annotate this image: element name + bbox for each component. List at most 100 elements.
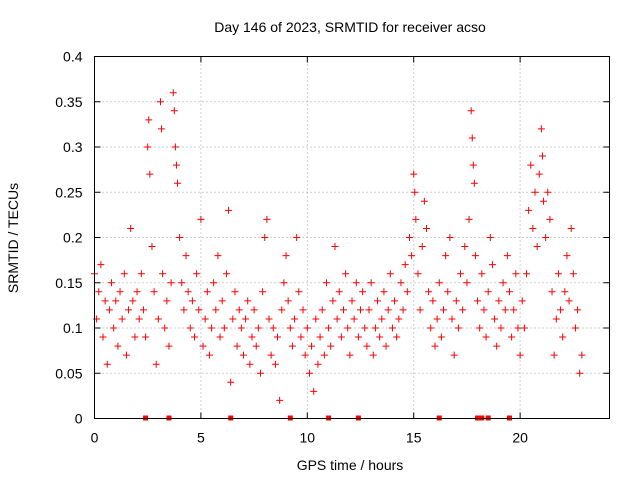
y-tick-label: 0.4 — [63, 49, 83, 65]
data-point — [376, 333, 384, 341]
data-point — [544, 188, 552, 196]
data-point — [108, 279, 116, 287]
data-point — [354, 333, 362, 341]
data-point — [333, 315, 341, 323]
data-point — [463, 279, 471, 287]
data-point — [337, 333, 345, 341]
data-point — [352, 279, 360, 287]
data-point — [145, 116, 153, 124]
data-point — [452, 297, 460, 305]
data-marks — [91, 89, 586, 421]
data-point — [486, 234, 494, 241]
data-point — [118, 315, 126, 323]
data-point — [454, 324, 462, 332]
data-point — [180, 306, 188, 314]
data-point — [318, 306, 326, 314]
data-point — [139, 306, 147, 314]
data-point — [297, 333, 305, 341]
data-point — [222, 270, 230, 278]
data-point — [269, 324, 277, 332]
data-point — [254, 324, 262, 332]
data-point — [112, 297, 120, 305]
data-point — [499, 279, 507, 287]
data-point — [554, 270, 562, 278]
data-point — [378, 315, 386, 323]
grid-lines — [94, 56, 610, 419]
data-point — [433, 315, 441, 323]
data-point — [469, 161, 477, 169]
data-point — [229, 315, 237, 323]
data-point — [329, 297, 337, 305]
data-point — [563, 252, 571, 260]
data-point — [248, 333, 256, 341]
data-point — [167, 279, 175, 287]
data-point — [335, 288, 343, 296]
data-point — [537, 125, 545, 133]
data-point — [382, 342, 390, 350]
data-point — [176, 234, 184, 241]
data-point — [284, 297, 292, 305]
data-point — [461, 243, 469, 251]
data-point — [450, 351, 458, 359]
x-tick-label: 15 — [406, 430, 422, 446]
x-tick-label: 10 — [300, 430, 316, 446]
data-point — [152, 360, 160, 368]
data-point — [491, 315, 499, 323]
data-point — [516, 351, 524, 359]
data-point — [101, 297, 109, 305]
data-point — [501, 306, 509, 314]
data-point — [484, 288, 492, 296]
data-point — [263, 215, 271, 223]
data-point — [191, 333, 199, 341]
data-point — [172, 161, 180, 169]
data-point — [350, 315, 358, 323]
data-point — [171, 143, 179, 151]
data-point — [261, 234, 269, 241]
chart-title: Day 146 of 2023, SRMTID for receiver acs… — [214, 19, 486, 35]
data-point — [408, 252, 416, 260]
data-point — [193, 270, 201, 278]
data-point — [129, 297, 137, 305]
data-point — [508, 333, 516, 341]
data-point — [303, 324, 311, 332]
data-point — [239, 351, 247, 359]
data-point — [250, 306, 258, 314]
data-point — [316, 333, 324, 341]
data-point — [169, 89, 177, 97]
data-point — [312, 315, 320, 323]
data-point — [210, 279, 218, 287]
data-point — [159, 270, 167, 278]
data-point — [271, 360, 279, 368]
data-point — [103, 360, 111, 368]
data-point — [148, 243, 156, 251]
data-point — [380, 288, 388, 296]
data-point — [156, 98, 164, 106]
x-axis-label: GPS time / hours — [297, 457, 404, 473]
y-tick-label: 0.1 — [63, 320, 83, 336]
data-point — [135, 315, 143, 323]
data-point — [468, 134, 476, 142]
data-point — [133, 288, 141, 296]
data-point — [478, 270, 486, 278]
data-point — [163, 297, 171, 305]
data-point — [308, 342, 316, 350]
data-point — [514, 324, 522, 332]
data-point — [288, 342, 296, 350]
data-point — [227, 378, 235, 386]
data-point — [493, 342, 501, 350]
data-point — [405, 234, 413, 241]
data-point — [410, 170, 418, 178]
data-point — [265, 315, 273, 323]
data-point — [574, 306, 582, 314]
y-tick-label: 0.25 — [55, 184, 82, 200]
data-point — [173, 179, 181, 187]
y-tick-label: 0 — [75, 411, 83, 427]
data-point — [361, 324, 369, 332]
data-point — [256, 369, 264, 377]
data-point — [225, 206, 233, 214]
data-point — [359, 288, 367, 296]
data-point — [267, 351, 275, 359]
data-point — [195, 306, 203, 314]
data-point — [399, 306, 407, 314]
data-point — [367, 279, 375, 287]
